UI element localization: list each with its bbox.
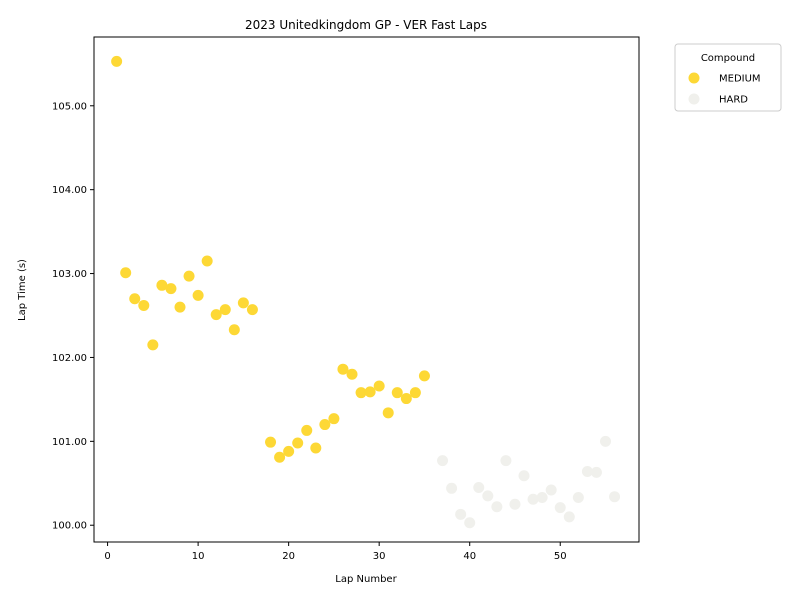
legend-items: MEDIUM HARD (688, 72, 761, 106)
legend: Compound MEDIUM HARD (674, 43, 782, 112)
legend-label-medium: MEDIUM (719, 74, 761, 85)
point-hard-lap-44 (500, 455, 512, 467)
x-tick-label: 10 (192, 551, 205, 562)
point-hard-lap-42 (482, 490, 494, 502)
point-hard-lap-49 (545, 484, 557, 496)
point-medium-lap-11 (201, 255, 213, 267)
point-medium-lap-7 (165, 283, 177, 295)
x-axis: 0 10 20 30 40 50 (104, 542, 567, 562)
point-hard-lap-43 (491, 501, 503, 513)
point-medium-lap-33 (400, 393, 412, 405)
point-medium-lap-22 (301, 424, 313, 436)
point-hard-lap-52 (572, 492, 584, 504)
y-tick-label: 102.00 (52, 353, 87, 364)
point-medium-lap-1 (111, 55, 123, 67)
y-tick-label: 104.00 (52, 185, 87, 196)
point-medium-lap-9 (183, 270, 195, 282)
plot-frame (93, 36, 640, 543)
point-medium-lap-14 (228, 324, 240, 336)
point-hard-lap-47 (527, 493, 539, 505)
y-axis: 100.00 101.00 102.00 103.00 104.00 105.00 (52, 101, 94, 532)
point-medium-lap-21 (292, 437, 304, 449)
point-medium-lap-30 (373, 380, 385, 392)
point-medium-lap-29 (364, 386, 376, 398)
point-hard-lap-46 (518, 470, 530, 482)
point-medium-lap-2 (120, 267, 132, 279)
point-medium-lap-26 (337, 363, 349, 375)
x-tick-label: 30 (373, 551, 386, 562)
legend-marker-hard (688, 93, 700, 105)
point-medium-lap-12 (210, 309, 222, 321)
x-tick-label: 20 (282, 551, 295, 562)
y-tick-label: 100.00 (52, 521, 87, 532)
x-tick-label: 50 (554, 551, 567, 562)
legend-box (674, 43, 782, 112)
point-medium-lap-34 (409, 387, 421, 399)
point-medium-lap-28 (355, 387, 367, 399)
x-axis-label: Lap Number (335, 574, 397, 585)
data-points (111, 55, 621, 529)
point-medium-lap-24 (319, 419, 331, 431)
point-medium-lap-35 (418, 370, 430, 382)
point-medium-lap-4 (138, 299, 150, 311)
point-medium-lap-5 (147, 339, 159, 351)
point-medium-lap-20 (283, 445, 295, 457)
point-hard-lap-37 (437, 455, 449, 467)
point-medium-lap-19 (274, 451, 286, 463)
point-medium-lap-6 (156, 279, 168, 291)
legend-title: Compound (701, 53, 755, 64)
point-hard-lap-55 (600, 435, 612, 447)
point-medium-lap-3 (129, 293, 141, 305)
point-hard-lap-38 (446, 482, 458, 494)
point-medium-lap-15 (237, 297, 249, 309)
point-hard-lap-45 (509, 498, 521, 510)
legend-label-hard: HARD (719, 95, 748, 106)
x-tick-label: 0 (104, 551, 110, 562)
point-hard-lap-51 (563, 511, 575, 523)
point-medium-lap-18 (265, 436, 277, 448)
y-axis-label: Lap Time (s) (17, 259, 28, 321)
point-hard-lap-39 (455, 508, 467, 520)
point-medium-lap-31 (382, 407, 394, 419)
point-medium-lap-27 (346, 368, 358, 380)
point-medium-lap-23 (310, 442, 322, 454)
chart-title: 2023 Unitedkingdom GP - VER Fast Laps (245, 18, 487, 32)
point-medium-lap-16 (246, 304, 258, 316)
legend-marker-medium (688, 72, 700, 84)
y-tick-label: 103.00 (52, 269, 87, 280)
point-hard-lap-56 (609, 491, 621, 503)
point-hard-lap-53 (581, 466, 593, 478)
y-tick-label: 105.00 (52, 101, 87, 112)
point-medium-lap-10 (192, 289, 204, 301)
point-hard-lap-48 (536, 492, 548, 504)
y-tick-label: 101.00 (52, 437, 87, 448)
point-hard-lap-54 (590, 466, 602, 478)
point-hard-lap-40 (464, 517, 476, 529)
point-hard-lap-41 (473, 481, 485, 493)
point-medium-lap-8 (174, 301, 186, 313)
point-hard-lap-50 (554, 502, 566, 514)
x-tick-label: 40 (463, 551, 476, 562)
point-medium-lap-32 (391, 387, 403, 399)
point-medium-lap-13 (219, 304, 231, 316)
point-medium-lap-25 (328, 413, 340, 425)
